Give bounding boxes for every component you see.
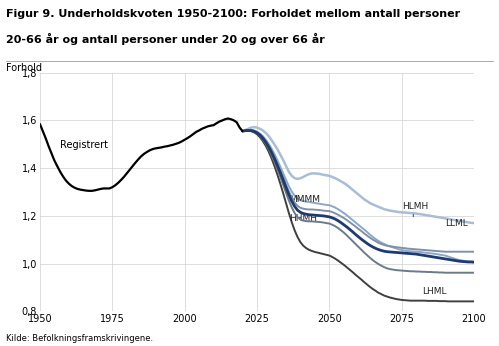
Text: Figur 9. Underholdskvoten 1950-2100: Forholdet mellom antall personer: Figur 9. Underholdskvoten 1950-2100: For… (6, 9, 460, 19)
Text: Kilde: Befolkningsframskrivingene.: Kilde: Befolkningsframskrivingene. (6, 334, 153, 343)
Text: HHMH: HHMH (289, 214, 317, 223)
Text: LLML: LLML (445, 219, 468, 228)
Text: Registrert: Registrert (60, 140, 108, 151)
Text: MMMM: MMMM (289, 195, 320, 204)
Text: 20-66 år og antall personer under 20 og over 66 år: 20-66 år og antall personer under 20 og … (6, 33, 325, 45)
Text: Forhold: Forhold (6, 63, 42, 73)
Text: LHML: LHML (422, 287, 447, 296)
Text: HLMH: HLMH (402, 202, 428, 211)
